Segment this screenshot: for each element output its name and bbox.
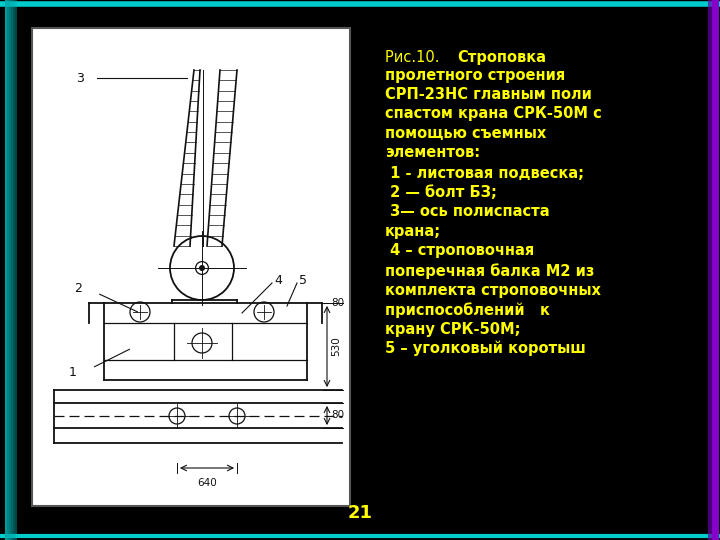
Text: 5 – уголковый коротыш: 5 – уголковый коротыш (385, 341, 586, 356)
Text: 530: 530 (331, 336, 341, 356)
Text: Строповка: Строповка (457, 50, 546, 65)
Text: Рис.10.: Рис.10. (385, 50, 449, 65)
Text: 3— ось полиспаста
крана;: 3— ось полиспаста крана; (385, 205, 549, 239)
Circle shape (199, 265, 205, 271)
Bar (32, 28, 350, 506)
Text: 640: 640 (197, 478, 217, 488)
Text: 2: 2 (74, 281, 82, 294)
Text: 4: 4 (274, 274, 282, 287)
Text: 80: 80 (331, 410, 344, 421)
Text: 5: 5 (299, 274, 307, 287)
Text: 1 - листовая подвеска;: 1 - листовая подвеска; (385, 165, 584, 180)
Text: 2 — болт БЗ;: 2 — болт БЗ; (385, 185, 497, 200)
Text: 21: 21 (348, 504, 372, 522)
Text: пролетного строения
СРП-23НС главным поли
спастом крана СРК-50М с
помощью съемны: пролетного строения СРП-23НС главным пол… (385, 68, 602, 160)
Text: 1: 1 (69, 367, 77, 380)
Text: 80: 80 (331, 298, 344, 308)
Text: 3: 3 (76, 71, 84, 84)
Text: 4 – строповочная
поперечная балка М2 из
комплекта строповочных
приспособлений   : 4 – строповочная поперечная балка М2 из … (385, 244, 601, 338)
